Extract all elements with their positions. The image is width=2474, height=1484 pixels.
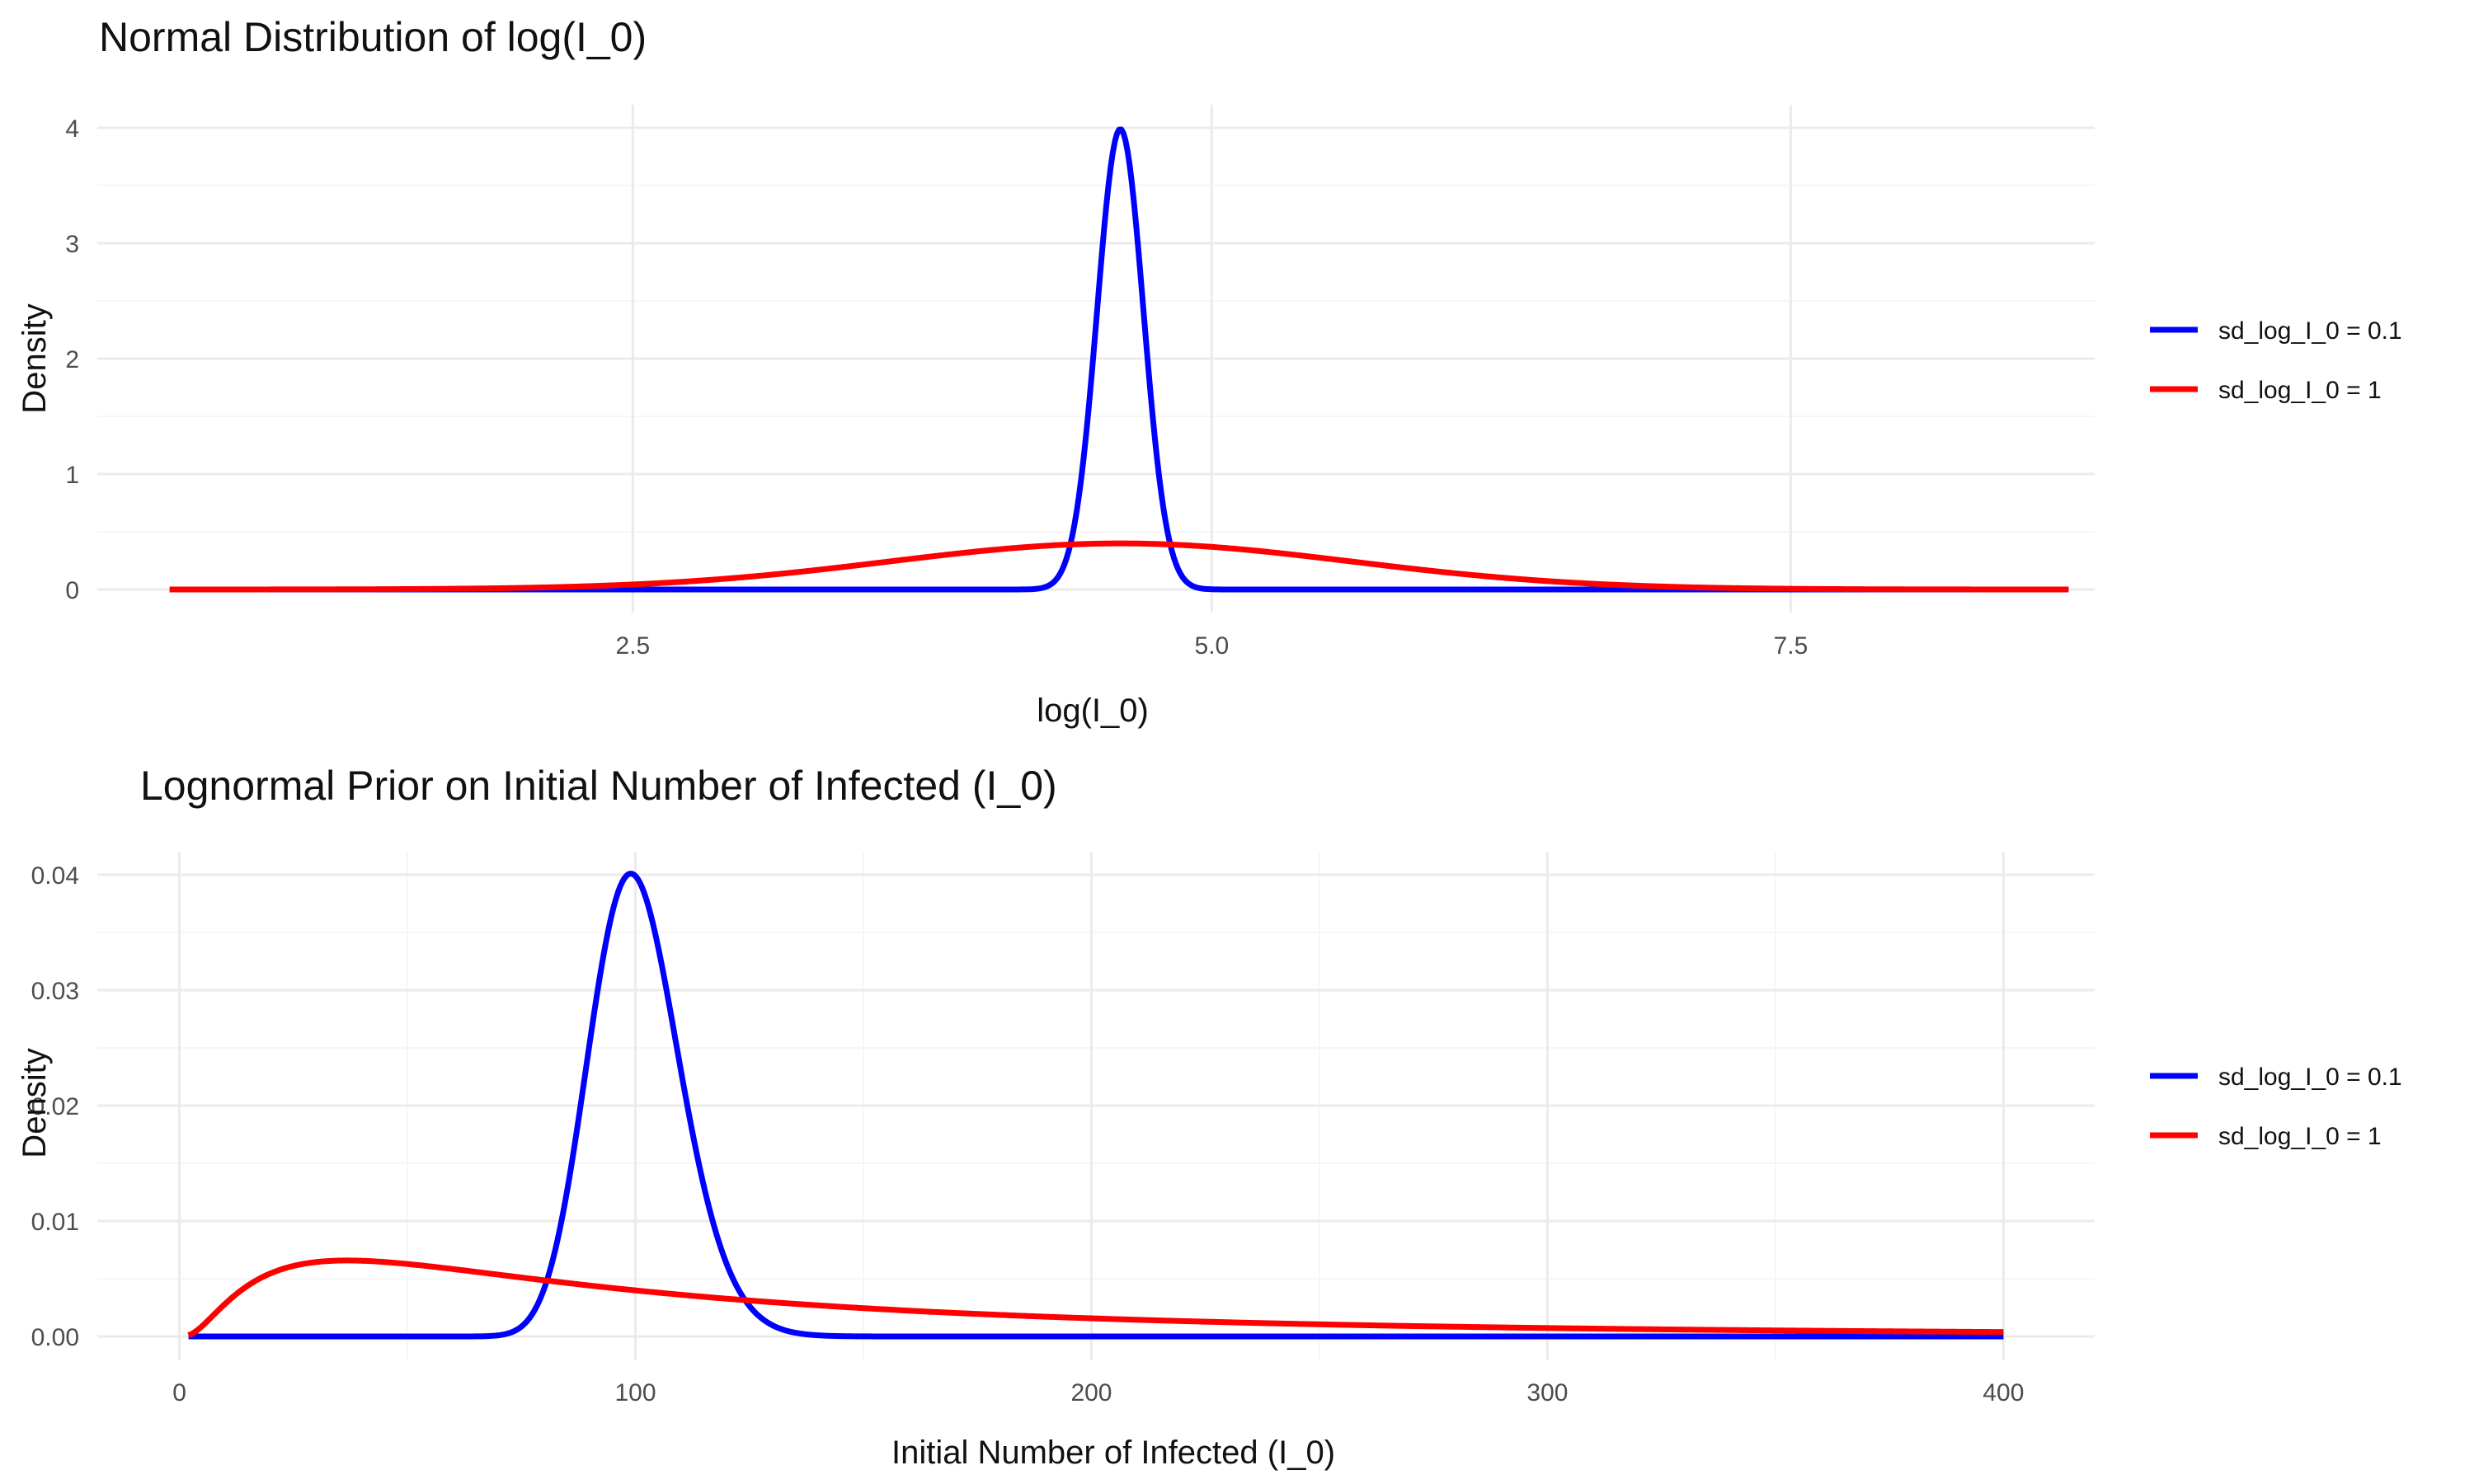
y-tick-label: 4 <box>65 115 79 143</box>
x-axis-title: log(I_0) <box>1037 693 1149 729</box>
series-lines <box>168 126 2070 593</box>
y-axis-title: Density <box>16 1048 53 1158</box>
series-line <box>187 871 2005 1340</box>
x-tick-label: 0 <box>172 1379 186 1407</box>
legend-label: sd_log_I_0 = 0.1 <box>2218 1064 2402 1091</box>
y-tick-label: 3 <box>65 231 79 258</box>
y-tick-label: 1 <box>65 462 79 489</box>
x-tick-label: 5.0 <box>1195 632 1230 660</box>
x-tick-label: 300 <box>1526 1379 1568 1407</box>
grid <box>97 105 2095 613</box>
y-axis-ticks: 0 1 2 3 4 <box>65 115 79 604</box>
legend-label: sd_log_I_0 = 0.1 <box>2218 317 2402 345</box>
y-tick-label: 2 <box>65 346 79 373</box>
legend: sd_log_I_0 = 0.1 sd_log_I_0 = 1 <box>2150 1064 2402 1150</box>
panel-lognormal: Lognormal Prior on Initial Number of Inf… <box>16 763 2402 1471</box>
x-tick-label: 7.5 <box>1774 632 1808 660</box>
series-line <box>187 1257 2005 1338</box>
x-axis-ticks: 2.5 5.0 7.5 <box>616 632 1808 660</box>
x-tick-label: 2.5 <box>616 632 651 660</box>
y-axis-ticks: 0.00 0.01 0.02 0.03 0.04 <box>31 862 79 1351</box>
legend: sd_log_I_0 = 0.1 sd_log_I_0 = 1 <box>2150 317 2402 404</box>
y-axis-title: Density <box>16 303 53 413</box>
series-lines <box>187 871 2005 1340</box>
legend-label: sd_log_I_0 = 1 <box>2218 1123 2382 1150</box>
series-line <box>168 540 2070 593</box>
y-tick-label: 0.01 <box>31 1209 79 1236</box>
x-axis-ticks: 0 100 200 300 400 <box>172 1379 2024 1407</box>
y-tick-label: 0.02 <box>31 1093 79 1120</box>
chart-title: Normal Distribution of log(I_0) <box>99 14 647 60</box>
y-tick-label: 0.00 <box>31 1324 79 1351</box>
legend-label: sd_log_I_0 = 1 <box>2218 377 2382 404</box>
y-tick-label: 0 <box>65 577 79 604</box>
panel-normal: Normal Distribution of log(I_0) 0 1 2 3 4 2.… <box>16 14 2402 729</box>
x-tick-label: 100 <box>614 1379 656 1407</box>
chart-title: Lognormal Prior on Initial Number of Inf… <box>140 763 1057 809</box>
x-tick-label: 200 <box>1070 1379 1112 1407</box>
grid <box>97 852 2095 1360</box>
y-tick-label: 0.04 <box>31 862 79 890</box>
x-tick-label: 400 <box>1982 1379 2024 1407</box>
y-tick-label: 0.03 <box>31 978 79 1005</box>
x-axis-title: Initial Number of Infected (I_0) <box>891 1435 1335 1471</box>
